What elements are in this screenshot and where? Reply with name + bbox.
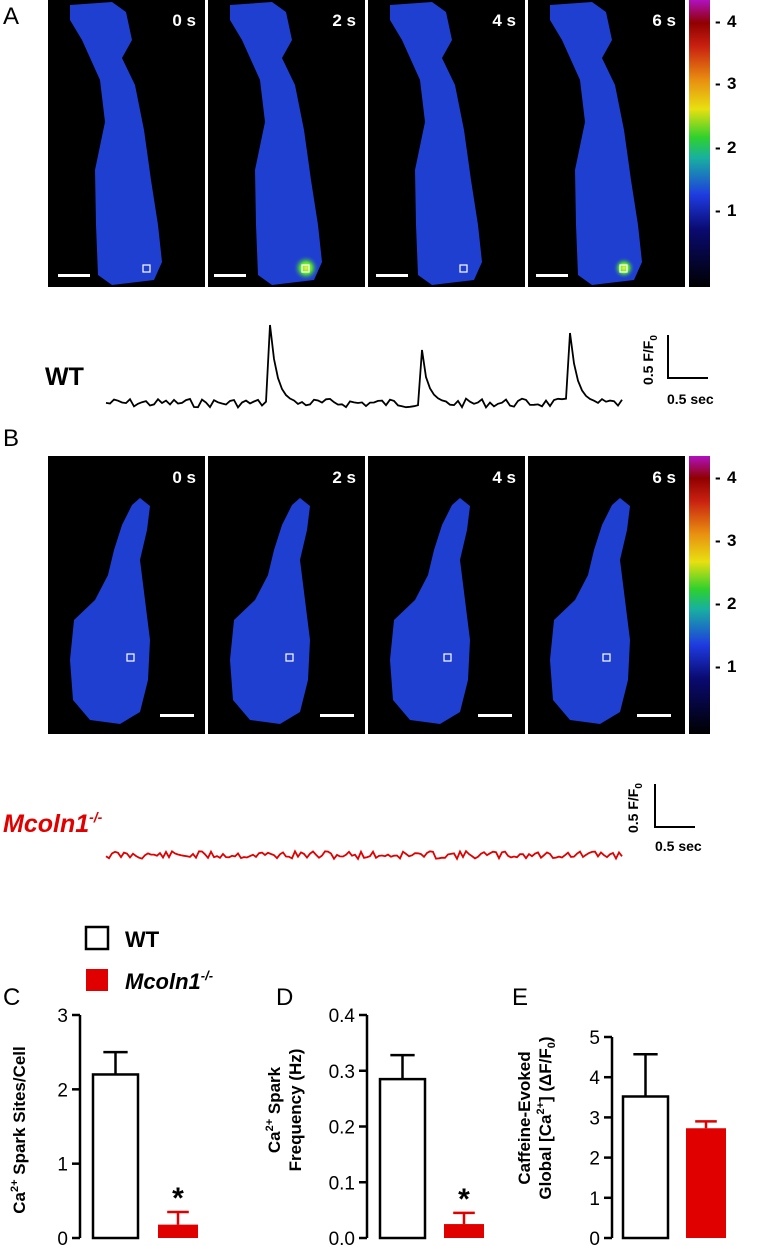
scale-bar-b: 0.5 F/F0 0.5 sec <box>625 783 702 854</box>
legend-swatch-ko <box>86 969 108 991</box>
frame-b-0: 0 s <box>48 456 205 734</box>
y-axis-label: Ca2+ Spark <box>264 1066 284 1153</box>
frame-b-6: 6 s <box>528 456 685 734</box>
legend-swatch-wt <box>84 925 110 951</box>
y-tick-label: 1 <box>57 1155 68 1176</box>
y-axis-label: Caffeine-Evoked <box>515 1051 534 1184</box>
y-tick-label: 0 <box>589 1229 600 1246</box>
scale-x-label: 0.5 sec <box>655 838 702 854</box>
bar-ko <box>158 1224 198 1238</box>
time-label: 2 s <box>332 468 356 487</box>
y-tick-label: 2 <box>589 1149 600 1170</box>
bar-wt <box>378 1077 427 1240</box>
bar-wt <box>621 1095 670 1240</box>
time-label: 6 s <box>652 468 676 487</box>
y-tick-label: 0.1 <box>329 1173 355 1194</box>
y-axis-label: Ca2+ Spark Sites/Cell <box>9 1046 29 1214</box>
colorbar-tick: 4 <box>727 12 737 31</box>
colorbar-b: 4 3 2 1 - - - - <box>689 456 737 734</box>
scale-y-label: 0.5 F/F0 <box>640 335 660 385</box>
time-label: 0 s <box>172 468 196 487</box>
y-tick-label: 5 <box>589 1028 600 1049</box>
colorbar-tick: 3 <box>727 531 736 550</box>
colorbar-a: 4 3 2 1 - - - - <box>689 0 737 287</box>
frame-a-0: 0 s <box>48 0 205 287</box>
panel-label-d: D <box>276 984 293 1011</box>
ko-trace-line <box>105 849 623 861</box>
frame-a-6: 6 s <box>528 0 685 287</box>
svg-text:-: - <box>715 201 721 220</box>
trace-label-wt: WT <box>45 363 84 391</box>
colorbar-tick: 1 <box>727 657 736 676</box>
bar-chart-d: Ca2+ Spark Frequency (Hz) 0.0 0.1 0.2 0.3 0.… <box>264 1006 484 1246</box>
svg-text:-: - <box>715 12 721 31</box>
time-label: 4 s <box>492 468 516 487</box>
colorbar-tick: 3 <box>727 74 736 93</box>
y-tick-label: 0.2 <box>329 1118 355 1139</box>
image-row-b: 0 s 2 s 4 s 6 s <box>48 456 685 734</box>
frame-a-2: 2 s <box>208 0 365 287</box>
y-axis-label: Global [Ca2+] (ΔF/F0) <box>535 1036 558 1199</box>
frame-b-4: 4 s <box>368 456 525 734</box>
panel-label-c: C <box>3 984 20 1011</box>
y-tick-label: 0 <box>57 1229 68 1246</box>
legend: WT Mcoln1-/- <box>84 925 213 994</box>
svg-text:-: - <box>715 531 721 550</box>
scale-bar-a: 0.5 F/F0 0.5 sec <box>640 335 714 407</box>
colorbar-tick: 2 <box>727 594 736 613</box>
y-tick-label: 3 <box>589 1108 600 1129</box>
bar-chart-c: Ca2+ Spark Sites/Cell 0 1 2 3 * <box>9 1006 198 1246</box>
time-label: 4 s <box>492 11 516 30</box>
y-tick-label: 1 <box>589 1189 600 1210</box>
svg-text:-: - <box>715 657 721 676</box>
svg-text:-: - <box>715 468 721 487</box>
panel-label-a: A <box>3 3 19 30</box>
legend-label-wt: WT <box>125 927 160 952</box>
svg-text:-: - <box>715 594 721 613</box>
colorbar-tick: 1 <box>727 201 736 220</box>
wt-trace-line <box>105 324 623 410</box>
frame-b-2: 2 s <box>208 456 365 734</box>
time-label: 2 s <box>332 11 356 30</box>
y-axis-label: Frequency (Hz) <box>286 1049 305 1172</box>
bar-ko <box>444 1224 484 1238</box>
legend-label-ko: Mcoln1-/- <box>125 968 213 994</box>
y-tick-label: 4 <box>589 1068 600 1089</box>
time-label: 0 s <box>172 11 196 30</box>
svg-text:-: - <box>715 74 721 93</box>
panel-label-e: E <box>512 984 528 1011</box>
bar-wt <box>91 1073 140 1240</box>
trace-label-ko: Mcoln1-/- <box>3 809 103 838</box>
y-tick-label: 2 <box>57 1080 68 1101</box>
time-label: 6 s <box>652 11 676 30</box>
bar-chart-e: Caffeine-Evoked Global [Ca2+] (ΔF/F0) 0 1… <box>515 1028 726 1246</box>
y-tick-label: 3 <box>57 1006 68 1027</box>
colorbar-tick: 2 <box>727 138 736 157</box>
y-tick-label: 0.0 <box>329 1229 355 1246</box>
image-row-a: 0 s 2 s 4 s 6 s <box>48 0 685 287</box>
scale-y-label: 0.5 F/F0 <box>625 783 645 833</box>
svg-text:-: - <box>715 138 721 157</box>
y-tick-label: 0.4 <box>329 1006 356 1027</box>
bar-ko <box>686 1128 726 1238</box>
significance-star: * <box>172 1182 184 1215</box>
frame-a-4: 4 s <box>368 0 525 287</box>
significance-star: * <box>458 1183 470 1216</box>
scale-x-label: 0.5 sec <box>667 391 714 407</box>
y-tick-label: 0.3 <box>329 1062 355 1083</box>
panel-label-b: B <box>3 425 19 452</box>
colorbar-tick: 4 <box>727 468 737 487</box>
